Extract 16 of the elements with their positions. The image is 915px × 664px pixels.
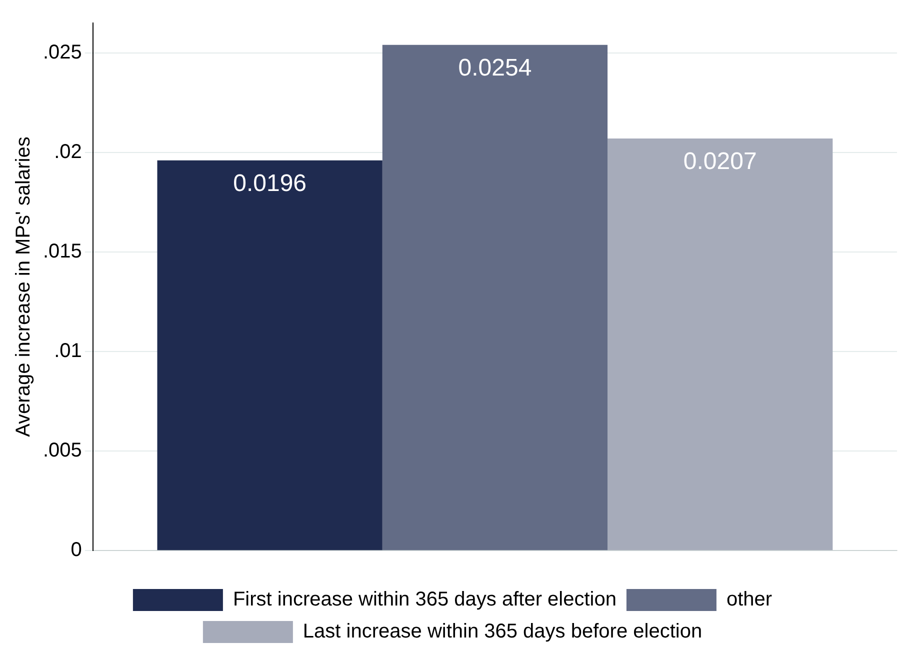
bar <box>608 138 833 550</box>
bar <box>157 160 382 550</box>
y-tick-label: 0 <box>70 539 82 562</box>
y-axis-title: Average increase in MPs' salaries <box>12 136 35 437</box>
legend-label: Last increase within 365 days before election <box>302 620 702 643</box>
data-label: 0.0207 <box>683 148 757 176</box>
y-tick-label: .01 <box>54 340 82 362</box>
bar <box>382 44 608 550</box>
data-label: 0.0196 <box>233 170 307 197</box>
y-tick-label: .015 <box>42 240 82 262</box>
legend-label: First increase within 365 days after election <box>232 588 616 611</box>
y-tick-label: .005 <box>42 440 82 462</box>
data-label: 0.0254 <box>458 54 532 82</box>
legend-label: other <box>726 588 772 611</box>
y-tick-label: .025 <box>42 41 82 64</box>
y-tick-label: .02 <box>54 140 82 163</box>
